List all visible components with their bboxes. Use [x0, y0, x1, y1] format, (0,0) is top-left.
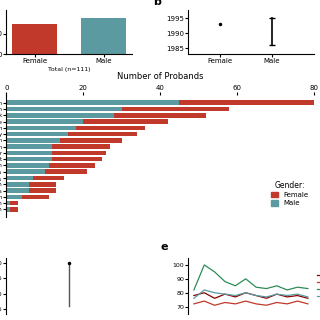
Male/De novo	[275, 284, 279, 288]
Bar	[68, 132, 137, 136]
Female/De novo	[213, 296, 217, 300]
Female/De novo	[202, 291, 206, 295]
Bar	[6, 113, 114, 117]
Female/De novo	[254, 294, 258, 298]
Bar	[179, 100, 314, 105]
Text: b: b	[153, 0, 161, 7]
Female/Inherited	[265, 303, 268, 307]
Bar	[22, 195, 49, 199]
Bar	[33, 176, 64, 180]
Bar	[52, 151, 106, 155]
Female/Inherited	[213, 303, 217, 307]
Female/Inherited	[285, 302, 289, 306]
Male/Inherited	[213, 291, 217, 295]
Bar	[29, 182, 56, 187]
Female/Inherited	[296, 299, 300, 303]
Male/Inherited	[192, 296, 196, 300]
Bar	[6, 157, 52, 161]
Male/De novo	[192, 288, 196, 292]
Male/De novo	[265, 287, 268, 291]
Bar	[6, 132, 68, 136]
Bar	[49, 163, 95, 168]
Female/De novo	[223, 292, 227, 296]
Male/De novo	[296, 285, 300, 289]
Line: Female/De novo: Female/De novo	[194, 293, 308, 298]
Bar	[52, 157, 102, 161]
Male/De novo	[244, 277, 248, 281]
Male/Inherited	[244, 291, 248, 295]
Male/Inherited	[306, 295, 310, 299]
Bar	[10, 207, 18, 212]
Bar	[122, 107, 229, 111]
Male/De novo	[285, 288, 289, 292]
Bar	[60, 138, 122, 143]
Bar	[6, 182, 29, 187]
Bar	[6, 170, 45, 174]
Bar	[52, 144, 110, 149]
Text: e: e	[161, 243, 168, 252]
Male/De novo	[202, 263, 206, 267]
Male/Inherited	[296, 292, 300, 296]
Title: Number of Probands: Number of Probands	[117, 72, 203, 81]
Female/De novo	[244, 291, 248, 295]
Male/Inherited	[234, 294, 237, 298]
Bar	[114, 113, 206, 117]
Female/Inherited	[254, 302, 258, 306]
Male/De novo	[254, 285, 258, 289]
Female/De novo	[275, 292, 279, 296]
Line: Male/Inherited: Male/Inherited	[194, 290, 308, 298]
Female/De novo	[265, 296, 268, 300]
Female/Inherited	[202, 299, 206, 303]
Bar	[6, 125, 76, 130]
Bar	[6, 144, 52, 149]
Legend: Female/De novo, Female/Inherited, Male/De novo, Male/Inherited: Female/De novo, Female/Inherited, Male/D…	[316, 272, 320, 300]
Male/Inherited	[202, 288, 206, 292]
Line: Male/De novo: Male/De novo	[194, 265, 308, 290]
Bar	[81, 18, 126, 54]
Female/Inherited	[244, 299, 248, 303]
Female/De novo	[234, 295, 237, 299]
Line: Female/Inherited: Female/Inherited	[194, 301, 308, 305]
Bar	[83, 119, 168, 124]
Female/Inherited	[275, 300, 279, 304]
Bar	[6, 163, 49, 168]
Bar	[10, 201, 18, 205]
X-axis label: Total (n=111): Total (n=111)	[48, 67, 90, 72]
Bar	[12, 24, 57, 54]
Bar	[6, 195, 22, 199]
Bar	[6, 207, 10, 212]
Bar	[6, 119, 83, 124]
Bar	[6, 100, 179, 105]
Female/Inherited	[192, 302, 196, 306]
Male/Inherited	[265, 295, 268, 299]
Male/Inherited	[285, 294, 289, 298]
Bar	[6, 138, 60, 143]
Male/Inherited	[223, 292, 227, 296]
Female/Inherited	[234, 302, 237, 306]
Bar	[76, 125, 145, 130]
Bar	[6, 176, 33, 180]
Bar	[6, 151, 52, 155]
Bar	[6, 201, 10, 205]
Male/De novo	[223, 280, 227, 284]
Female/De novo	[192, 294, 196, 298]
Bar	[6, 107, 122, 111]
Legend: Female, Male: Female, Male	[270, 179, 310, 208]
Female/Inherited	[306, 302, 310, 306]
Female/De novo	[306, 296, 310, 300]
Male/De novo	[306, 287, 310, 291]
Female/Inherited	[223, 300, 227, 304]
Bar	[6, 188, 29, 193]
Female/De novo	[296, 294, 300, 298]
Female/De novo	[285, 295, 289, 299]
Bar	[45, 170, 87, 174]
Bar	[29, 188, 56, 193]
Male/De novo	[213, 270, 217, 274]
Male/Inherited	[254, 294, 258, 298]
Male/Inherited	[275, 292, 279, 296]
Male/De novo	[234, 284, 237, 288]
